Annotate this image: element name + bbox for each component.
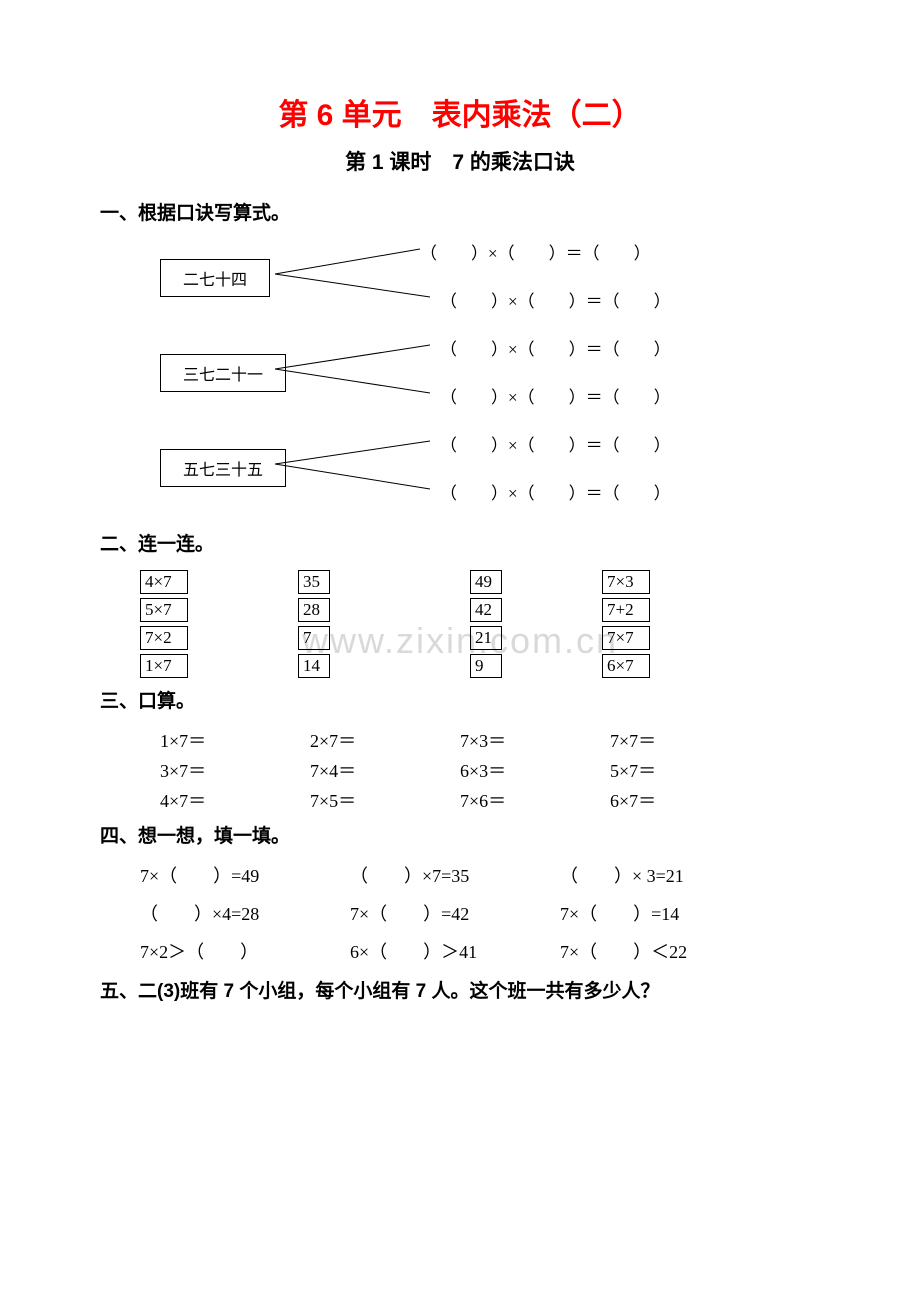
match-cell: 7×3 bbox=[602, 570, 650, 594]
match-cell: 42 bbox=[470, 598, 502, 622]
calc-cell: 6×3＝ bbox=[460, 757, 610, 783]
section2-heading: 二、连一连。 bbox=[100, 529, 820, 556]
match-cell: 14 bbox=[298, 654, 330, 678]
eq-2a: （ ）×（ ）＝（ ） bbox=[440, 335, 671, 360]
calc-cell: 5×7＝ bbox=[610, 757, 760, 783]
match-cell: 7×7 bbox=[602, 626, 650, 650]
match-cell: 21 bbox=[470, 626, 502, 650]
match-cell: 35 bbox=[298, 570, 330, 594]
calc-cell: 4×7＝ bbox=[160, 787, 310, 813]
phrase-box-1: 二七十四 bbox=[160, 259, 270, 297]
calc-cell: 7×7＝ bbox=[610, 727, 760, 753]
fill-cell: （ ）× 3=21 bbox=[560, 862, 770, 888]
match-cell: 7+2 bbox=[602, 598, 650, 622]
lesson-title: 第 1 课时 7 的乘法口诀 bbox=[100, 146, 820, 176]
calc-cell: 7×4＝ bbox=[310, 757, 460, 783]
phrase-box-3: 五七三十五 bbox=[160, 449, 286, 487]
match-cell: 1×7 bbox=[140, 654, 188, 678]
match-cell: 7 bbox=[298, 626, 330, 650]
eq-3a: （ ）×（ ）＝（ ） bbox=[440, 431, 671, 456]
fill-cell: 7×2＞（ ） bbox=[140, 938, 350, 964]
unit-title: 第 6 单元 表内乘法（二） bbox=[100, 90, 820, 134]
match-cell: 6×7 bbox=[602, 654, 650, 678]
section4-grid: 7×（ ）=49 （ ）×7=35 （ ）× 3=21 （ ）×4=28 7×（… bbox=[140, 862, 820, 964]
fill-cell: 7×（ ）=49 bbox=[140, 862, 350, 888]
eq-3b: （ ）×（ ）＝（ ） bbox=[440, 479, 671, 504]
calc-cell: 3×7＝ bbox=[160, 757, 310, 783]
fill-cell: 7×（ ）＜22 bbox=[560, 938, 770, 964]
match-cell: 49 bbox=[470, 570, 502, 594]
calc-cell: 1×7＝ bbox=[160, 727, 310, 753]
phrase-box-2: 三七二十一 bbox=[160, 354, 286, 392]
section2-table: 4×7 35 49 7×3 5×7 28 42 7+2 7×2 7 21 7×7… bbox=[140, 570, 820, 678]
eq-1b: （ ）×（ ）＝（ ） bbox=[440, 287, 671, 312]
calc-cell: 7×3＝ bbox=[460, 727, 610, 753]
calc-cell: 2×7＝ bbox=[310, 727, 460, 753]
fill-cell: 7×（ ）=42 bbox=[350, 900, 560, 926]
fill-cell: 6×（ ）＞41 bbox=[350, 938, 560, 964]
match-cell: 4×7 bbox=[140, 570, 188, 594]
section3-grid: 1×7＝ 2×7＝ 7×3＝ 7×7＝ 3×7＝ 7×4＝ 6×3＝ 5×7＝ … bbox=[160, 727, 820, 813]
eq-1a: （ ）×（ ）＝（ ） bbox=[420, 239, 651, 264]
fill-cell: 7×（ ）=14 bbox=[560, 900, 770, 926]
match-cell: 7×2 bbox=[140, 626, 188, 650]
section3-heading: 三、口算。 bbox=[100, 686, 820, 713]
match-cell: 5×7 bbox=[140, 598, 188, 622]
calc-cell: 7×5＝ bbox=[310, 787, 460, 813]
section1-heading: 一、根据口诀写算式。 bbox=[100, 198, 820, 225]
calc-cell: 6×7＝ bbox=[610, 787, 760, 813]
fill-cell: （ ）×7=35 bbox=[350, 862, 560, 888]
calc-cell: 7×6＝ bbox=[460, 787, 610, 813]
section5-heading: 五、二(3)班有 7 个小组，每个小组有 7 人。这个班一共有多少人？ bbox=[100, 976, 820, 1003]
section1-diagram: 二七十四 三七二十一 五七三十五 （ ）×（ ）＝（ ） （ ）×（ ）＝（ ）… bbox=[130, 239, 820, 529]
eq-2b: （ ）×（ ）＝（ ） bbox=[440, 383, 671, 408]
match-cell: 28 bbox=[298, 598, 330, 622]
fill-cell: （ ）×4=28 bbox=[140, 900, 350, 926]
section4-heading: 四、想一想，填一填。 bbox=[100, 821, 820, 848]
match-cell: 9 bbox=[470, 654, 502, 678]
